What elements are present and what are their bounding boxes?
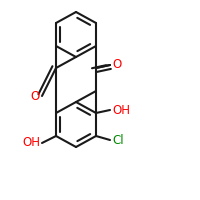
Text: OH: OH xyxy=(112,104,130,116)
Text: O: O xyxy=(31,90,40,102)
Text: OH: OH xyxy=(22,136,40,150)
Text: O: O xyxy=(112,58,121,72)
Text: Cl: Cl xyxy=(112,134,124,146)
